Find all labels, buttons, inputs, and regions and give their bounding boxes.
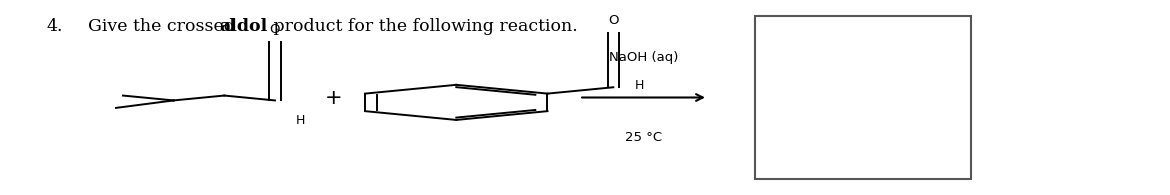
Text: Give the crossed: Give the crossed: [88, 18, 240, 35]
Text: 25 °C: 25 °C: [625, 131, 662, 144]
Text: H: H: [634, 79, 644, 92]
Text: O: O: [608, 14, 619, 27]
Text: +: +: [324, 88, 343, 107]
Text: NaOH (aq): NaOH (aq): [608, 51, 679, 64]
Text: 4.: 4.: [47, 18, 63, 35]
Text: H: H: [296, 114, 305, 127]
Text: aldol: aldol: [220, 18, 268, 35]
Text: O: O: [270, 23, 280, 36]
Text: product for the following reaction.: product for the following reaction.: [268, 18, 578, 35]
Bar: [755, 16, 971, 179]
